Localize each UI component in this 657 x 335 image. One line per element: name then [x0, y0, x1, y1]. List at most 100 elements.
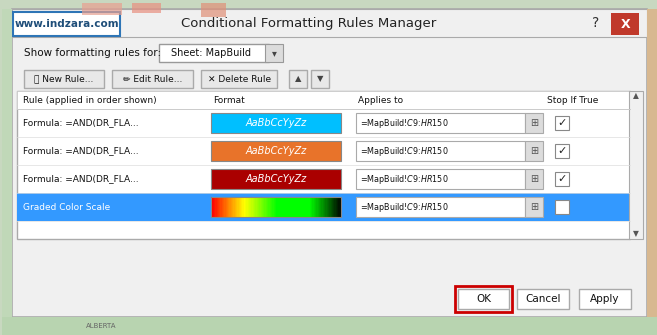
Text: ▲: ▲: [633, 91, 639, 100]
Bar: [611, 13, 639, 35]
Bar: [238, 197, 240, 217]
Bar: [325, 197, 327, 217]
Bar: [257, 197, 258, 217]
Bar: [338, 197, 340, 217]
Bar: [307, 197, 309, 217]
Bar: [294, 197, 296, 217]
Bar: [647, 9, 657, 317]
Bar: [356, 113, 526, 133]
Bar: [337, 197, 339, 217]
Bar: [324, 197, 326, 217]
Bar: [245, 197, 247, 217]
Bar: [286, 197, 288, 217]
Bar: [273, 197, 275, 217]
Text: ✓: ✓: [558, 146, 567, 156]
Bar: [302, 197, 304, 217]
Text: ⊞: ⊞: [530, 202, 539, 212]
Text: =MapBuild!$C$9:$HR$150: =MapBuild!$C$9:$HR$150: [360, 201, 448, 213]
Text: ▼: ▼: [633, 229, 639, 239]
Bar: [300, 197, 302, 217]
Bar: [241, 197, 243, 217]
Bar: [455, 286, 512, 312]
Bar: [246, 197, 248, 217]
Bar: [265, 197, 266, 217]
Bar: [215, 197, 217, 217]
Bar: [237, 197, 239, 217]
Bar: [275, 197, 277, 217]
Bar: [212, 113, 341, 133]
Text: Format: Format: [214, 95, 245, 105]
Bar: [305, 197, 306, 217]
Bar: [555, 200, 569, 214]
FancyBboxPatch shape: [17, 193, 629, 221]
Bar: [555, 116, 569, 130]
Bar: [267, 197, 269, 217]
Bar: [228, 197, 230, 217]
Bar: [249, 197, 251, 217]
Bar: [219, 197, 221, 217]
Bar: [629, 91, 643, 239]
Bar: [261, 197, 262, 217]
Bar: [269, 197, 271, 217]
FancyBboxPatch shape: [160, 44, 269, 62]
Bar: [218, 197, 219, 217]
Bar: [280, 197, 282, 217]
Bar: [221, 197, 223, 217]
Bar: [277, 197, 279, 217]
Bar: [323, 197, 325, 217]
Text: =MapBuild!$C$9:$HR$150: =MapBuild!$C$9:$HR$150: [360, 144, 448, 157]
Bar: [272, 197, 274, 217]
Bar: [12, 9, 647, 37]
Text: ▼: ▼: [317, 74, 323, 83]
Bar: [293, 197, 295, 217]
Bar: [227, 197, 229, 217]
Bar: [279, 197, 281, 217]
Text: ✕ Delete Rule: ✕ Delete Rule: [208, 74, 271, 83]
Text: Stop If True: Stop If True: [547, 95, 599, 105]
Bar: [356, 197, 526, 217]
Bar: [321, 197, 323, 217]
FancyBboxPatch shape: [311, 70, 329, 88]
Bar: [233, 197, 235, 217]
Bar: [284, 197, 286, 217]
Bar: [334, 197, 336, 217]
Text: OK: OK: [476, 294, 491, 304]
Bar: [131, 3, 162, 13]
Bar: [304, 197, 305, 217]
Text: AaBbCcYyZz: AaBbCcYyZz: [246, 174, 307, 184]
Bar: [213, 197, 214, 217]
Bar: [356, 141, 526, 161]
Bar: [212, 169, 341, 189]
Text: Apply: Apply: [591, 294, 620, 304]
Bar: [313, 197, 314, 217]
Bar: [235, 197, 237, 217]
Bar: [526, 169, 543, 189]
Bar: [212, 141, 341, 161]
Bar: [309, 197, 310, 217]
Bar: [276, 197, 278, 217]
Bar: [526, 141, 543, 161]
Bar: [283, 197, 284, 217]
Bar: [306, 197, 307, 217]
Text: ⊞: ⊞: [530, 118, 539, 128]
Bar: [224, 197, 226, 217]
Bar: [260, 197, 261, 217]
Bar: [356, 169, 526, 189]
Bar: [250, 197, 252, 217]
Text: ✓: ✓: [558, 174, 567, 184]
Bar: [253, 197, 255, 217]
Text: =MapBuild!$C$9:$HR$150: =MapBuild!$C$9:$HR$150: [360, 173, 448, 186]
Bar: [244, 197, 246, 217]
Text: ✓: ✓: [558, 118, 567, 128]
Text: Formula: =AND(DR_FLA...: Formula: =AND(DR_FLA...: [23, 119, 139, 128]
FancyBboxPatch shape: [112, 70, 193, 88]
Text: ⊞: ⊞: [530, 146, 539, 156]
Text: ▾: ▾: [272, 48, 277, 58]
Bar: [297, 197, 299, 217]
Bar: [81, 3, 122, 15]
Text: Sheet: MapBuild: Sheet: MapBuild: [171, 48, 252, 58]
Bar: [311, 197, 313, 217]
Text: Conditional Formatting Rules Manager: Conditional Formatting Rules Manager: [181, 16, 437, 29]
Bar: [236, 197, 238, 217]
Bar: [2, 317, 657, 335]
